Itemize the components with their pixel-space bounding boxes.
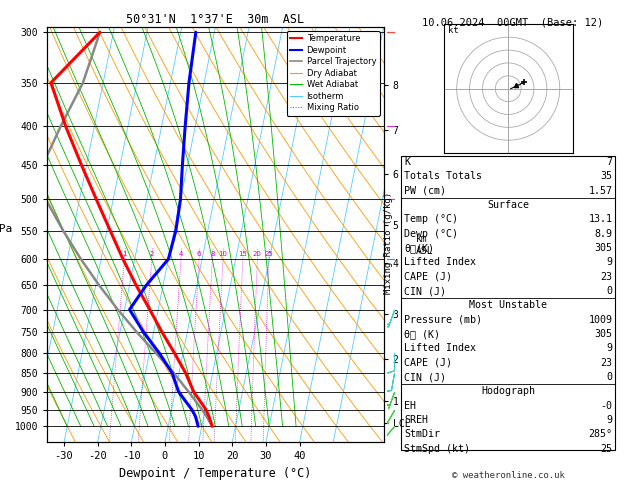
Text: θᴇ(K): θᴇ(K) xyxy=(404,243,435,253)
Text: Temp (°C): Temp (°C) xyxy=(404,214,459,225)
Text: 23: 23 xyxy=(601,358,613,368)
Text: EH: EH xyxy=(404,400,416,411)
Text: 2: 2 xyxy=(150,251,154,258)
Text: 4: 4 xyxy=(179,251,183,258)
Text: 13.1: 13.1 xyxy=(589,214,613,225)
Text: Pressure (mb): Pressure (mb) xyxy=(404,314,482,325)
Text: StmSpd (kt): StmSpd (kt) xyxy=(404,444,470,454)
Text: PW (cm): PW (cm) xyxy=(404,186,447,196)
Y-axis label: hPa: hPa xyxy=(0,225,12,235)
Text: 8: 8 xyxy=(210,251,214,258)
Text: 6: 6 xyxy=(197,251,201,258)
Text: 8.9: 8.9 xyxy=(594,228,613,239)
Text: 9: 9 xyxy=(606,415,613,425)
Text: 35: 35 xyxy=(601,171,613,181)
Text: CAPE (J): CAPE (J) xyxy=(404,358,452,368)
Text: K: K xyxy=(404,157,411,167)
Text: Totals Totals: Totals Totals xyxy=(404,171,482,181)
Text: CIN (J): CIN (J) xyxy=(404,372,447,382)
Text: 0: 0 xyxy=(606,286,613,296)
Text: 15: 15 xyxy=(238,251,247,258)
Text: StmDir: StmDir xyxy=(404,429,440,439)
Text: Most Unstable: Most Unstable xyxy=(469,300,547,311)
Text: Lifted Index: Lifted Index xyxy=(404,257,476,267)
Text: 10.06.2024  00GMT  (Base: 12): 10.06.2024 00GMT (Base: 12) xyxy=(422,17,603,27)
Legend: Temperature, Dewpoint, Parcel Trajectory, Dry Adiabat, Wet Adiabat, Isotherm, Mi: Temperature, Dewpoint, Parcel Trajectory… xyxy=(287,31,379,116)
Text: Hodograph: Hodograph xyxy=(481,386,535,397)
Text: © weatheronline.co.uk: © weatheronline.co.uk xyxy=(452,471,565,480)
Text: 10: 10 xyxy=(218,251,228,258)
Text: 25: 25 xyxy=(601,444,613,454)
Text: SREH: SREH xyxy=(404,415,428,425)
Text: Mixing Ratio (g/kg): Mixing Ratio (g/kg) xyxy=(384,192,393,294)
Text: CIN (J): CIN (J) xyxy=(404,286,447,296)
Text: 285°: 285° xyxy=(589,429,613,439)
Text: 25: 25 xyxy=(265,251,273,258)
Text: Dewp (°C): Dewp (°C) xyxy=(404,228,459,239)
Text: 20: 20 xyxy=(253,251,262,258)
X-axis label: Dewpoint / Temperature (°C): Dewpoint / Temperature (°C) xyxy=(120,467,311,480)
Text: 0: 0 xyxy=(606,372,613,382)
Text: 305: 305 xyxy=(594,329,613,339)
Text: 7: 7 xyxy=(606,157,613,167)
Text: Lifted Index: Lifted Index xyxy=(404,343,476,353)
Title: 50°31'N  1°37'E  30m  ASL: 50°31'N 1°37'E 30m ASL xyxy=(126,13,304,26)
Text: Surface: Surface xyxy=(487,200,529,210)
Text: 23: 23 xyxy=(601,272,613,282)
Y-axis label: km
ASL: km ASL xyxy=(416,235,433,256)
Text: θᴇ (K): θᴇ (K) xyxy=(404,329,440,339)
Text: CAPE (J): CAPE (J) xyxy=(404,272,452,282)
Text: -0: -0 xyxy=(601,400,613,411)
Text: 1.57: 1.57 xyxy=(589,186,613,196)
Text: 9: 9 xyxy=(606,257,613,267)
Text: 1009: 1009 xyxy=(589,314,613,325)
Text: kt: kt xyxy=(448,26,459,35)
Text: 9: 9 xyxy=(606,343,613,353)
Text: 305: 305 xyxy=(594,243,613,253)
Text: 1: 1 xyxy=(122,251,126,258)
